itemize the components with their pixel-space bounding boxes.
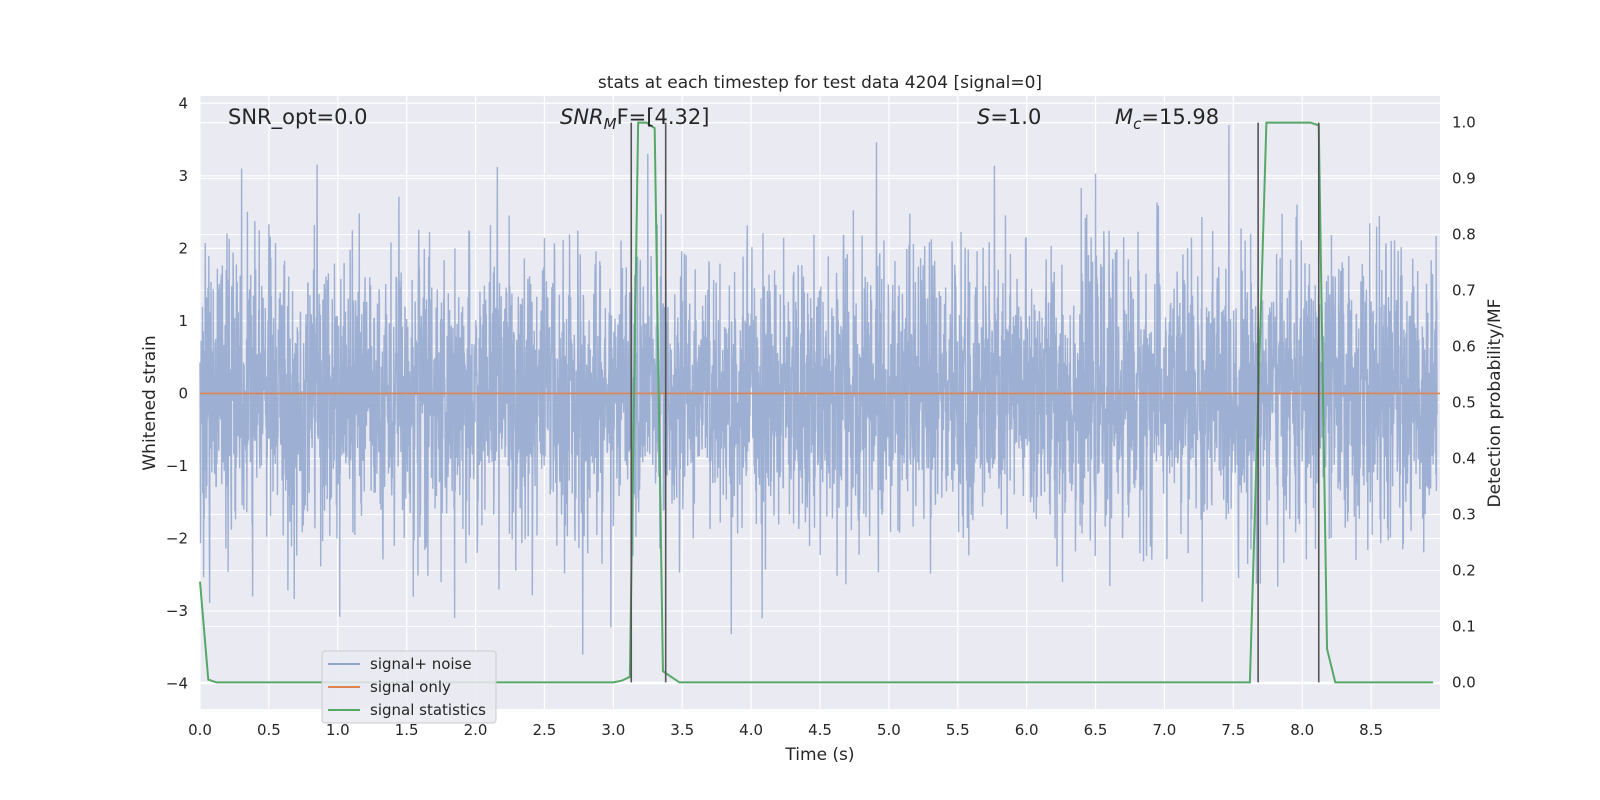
x-tick-label: 3.5	[670, 721, 694, 739]
x-tick-label: 2.0	[464, 721, 488, 739]
x-axis-label: Time (s)	[784, 745, 854, 765]
x-tick-label: 1.0	[326, 721, 350, 739]
y2-tick-label: 0.5	[1452, 394, 1476, 412]
x-tick-label: 1.5	[395, 721, 419, 739]
legend-label-statistics: signal statistics	[370, 701, 486, 719]
vertical-markers	[630, 122, 1320, 683]
series-signal-plus-noise	[199, 125, 1438, 655]
y-tick-label: 1	[178, 312, 188, 330]
annotation-snr-mf-tail: F=[4.32]	[617, 105, 710, 129]
annotation-mc-main: M	[1115, 105, 1133, 129]
annotation-snr-mf-main: SNR	[560, 105, 604, 129]
y-tick-label: −3	[166, 602, 188, 620]
y-tick-labels: 4 3 2 1 0 −1 −2 −3 −4	[166, 94, 188, 692]
chart-title: stats at each timestep for test data 420…	[598, 73, 1042, 93]
x-tick-label: 5.5	[946, 721, 970, 739]
y-axis-label: Whitened strain	[140, 335, 160, 470]
x-tick-label: 5.0	[877, 721, 901, 739]
annotation-snr-mf-sub: M	[604, 115, 617, 133]
y-tick-label: −4	[166, 675, 188, 693]
x-tick-labels: 0.0 0.5 1.0 1.5 2.0 2.5 3.0 3.5 4.0 4.5 5.0 5.5 6.0 6…	[188, 721, 1383, 739]
y2-axis-label: Detection probability/MF	[1485, 299, 1505, 508]
annotation-mc: Mc=15.98	[1115, 105, 1219, 133]
y-tick-label: 0	[178, 384, 188, 402]
y-tick-label: 2	[178, 239, 188, 257]
y-tick-label: −1	[166, 457, 188, 475]
y2-tick-label: 1.0	[1452, 114, 1476, 132]
annotation-s-tail: =1.0	[990, 105, 1041, 129]
y2-tick-label: 0.8	[1452, 226, 1476, 244]
x-tick-label: 0.5	[257, 721, 281, 739]
y2-tick-label: 0.3	[1452, 505, 1476, 523]
x-tick-label: 2.5	[533, 721, 557, 739]
annotation-snr-opt: SNR_opt=0.0	[228, 105, 368, 130]
x-tick-label: 6.0	[1015, 721, 1039, 739]
annotation-s: S=1.0	[977, 105, 1041, 129]
y2-tick-label: 0.7	[1452, 282, 1476, 300]
x-tick-label: 3.0	[601, 721, 625, 739]
noise-trace	[199, 125, 1438, 655]
x-tick-label: 7.5	[1221, 721, 1245, 739]
x-tick-label: 0.0	[188, 721, 212, 739]
y2-tick-label: 0.4	[1452, 449, 1476, 467]
annotation-mc-tail: =15.98	[1141, 105, 1219, 129]
legend-box	[321, 650, 497, 724]
y2-tick-label: 0.0	[1452, 673, 1476, 691]
y2-tick-label: 0.1	[1452, 617, 1476, 635]
x-tick-label: 8.5	[1359, 721, 1383, 739]
y-tick-label: −2	[166, 530, 188, 548]
x-tick-label: 4.5	[808, 721, 832, 739]
annotation-mc-sub: c	[1133, 115, 1142, 133]
legend-label-noise: signal+ noise	[370, 655, 472, 673]
y2-tick-label: 0.9	[1452, 170, 1476, 188]
y2-tick-label: 0.2	[1452, 561, 1476, 579]
legend-label-signal-only: signal only	[370, 678, 451, 696]
y-tick-label: 4	[178, 94, 188, 112]
y-tick-label: 3	[178, 167, 188, 185]
legend: signal+ noise signal only signal statist…	[321, 650, 497, 724]
y2-tick-label: 0.6	[1452, 338, 1476, 356]
annotation-snr-mf: SNRMF=[4.32]	[560, 105, 709, 133]
annotation-s-main: S	[977, 105, 990, 129]
x-tick-label: 6.5	[1084, 721, 1108, 739]
y2-tick-labels: 1.0 0.9 0.8 0.7 0.6 0.5 0.4 0.3 0.2 0.1 0.0	[1452, 114, 1476, 692]
x-tick-label: 7.0	[1153, 721, 1177, 739]
x-tick-label: 4.0	[739, 721, 763, 739]
x-tick-label: 8.0	[1290, 721, 1314, 739]
